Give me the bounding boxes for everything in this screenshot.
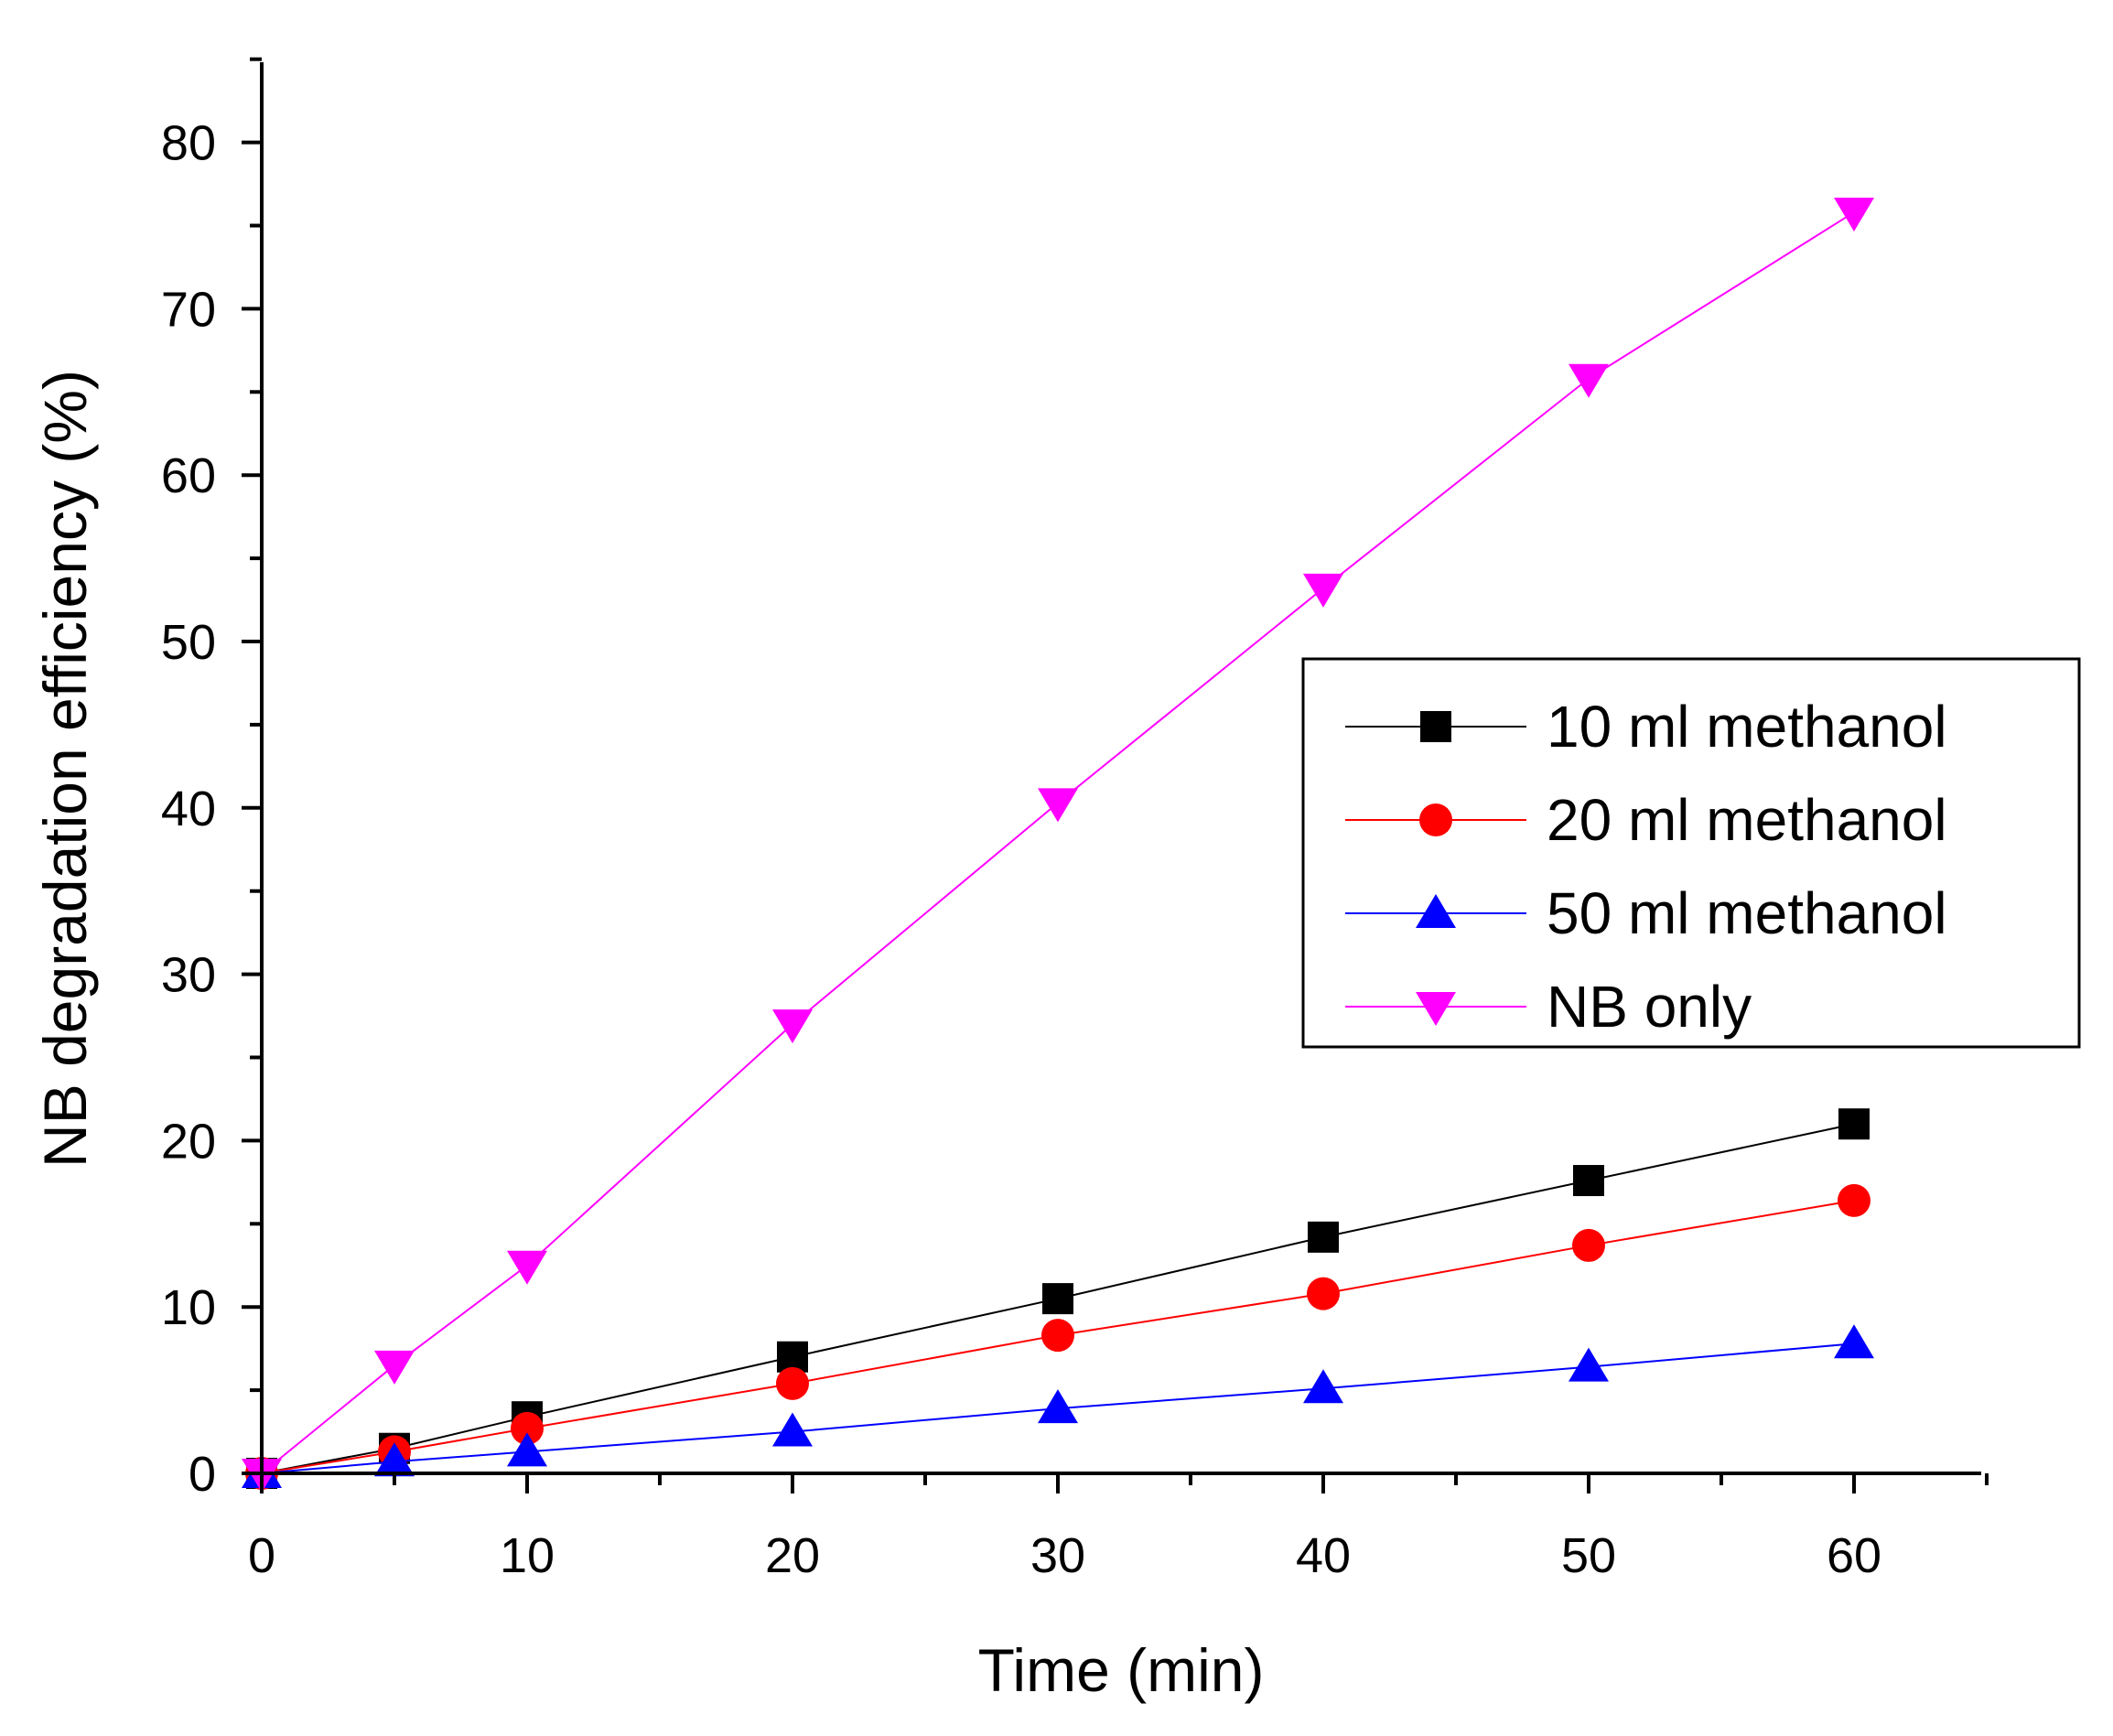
data-point — [1834, 197, 1874, 232]
legend-label: 20 ml methanol — [1547, 787, 1947, 853]
y-tick-label: 30 — [161, 948, 216, 1003]
legend: 10 ml methanol 20 ml methanol 50 ml methan… — [1301, 657, 2081, 1049]
series-line — [261, 1123, 1855, 1474]
data-point — [1038, 1389, 1078, 1424]
x-tick-label: 20 — [765, 1528, 820, 1583]
data-point — [1838, 1183, 1870, 1217]
data-point — [374, 1442, 415, 1477]
data-point — [1308, 1221, 1339, 1253]
data-point — [1038, 788, 1078, 823]
data-point — [1569, 1347, 1609, 1382]
data-point — [1042, 1283, 1073, 1315]
x-tick-label: 0 — [248, 1528, 275, 1583]
legend-marker — [1416, 992, 1456, 1026]
axes: 0 10 20 30 40 50 60 0 10 20 30 40 50 60 70 80 — [161, 57, 1989, 1583]
legend-label: 50 ml methanol — [1547, 880, 1947, 946]
series-20-ml-methanol — [245, 1183, 1870, 1490]
data-point — [772, 1009, 813, 1044]
data-point — [1041, 1319, 1074, 1353]
data-point — [1834, 1324, 1874, 1359]
legend-label: 10 ml methanol — [1547, 694, 1947, 760]
y-tick-label: 80 — [161, 116, 216, 171]
x-tick-label: 40 — [1296, 1528, 1351, 1583]
plot-area — [242, 197, 1874, 1493]
legend-item: 50 ml methanol — [1345, 880, 1947, 946]
x-axis-ticks: 0 10 20 30 40 50 60 — [248, 1473, 1989, 1583]
series-50-ml-methanol — [242, 1324, 1874, 1488]
data-point — [1573, 1165, 1604, 1197]
legend-marker — [1416, 894, 1456, 928]
series-line — [261, 1199, 1855, 1474]
y-axis-title: NB degradation efficiency (%) — [31, 370, 99, 1168]
data-point — [511, 1411, 544, 1445]
series-line — [261, 1342, 1855, 1474]
legend-item: 10 ml methanol — [1345, 694, 1947, 760]
data-point — [507, 1432, 547, 1467]
data-point — [1303, 573, 1343, 608]
data-point — [1838, 1108, 1870, 1140]
series-10-ml-methanol — [246, 1108, 1870, 1489]
legend-item: 20 ml methanol — [1345, 787, 1947, 853]
series-layer — [242, 197, 1874, 1493]
y-tick-label: 10 — [161, 1280, 216, 1335]
x-axis-title: Time (min) — [978, 1636, 1265, 1704]
legend-label: NB only — [1547, 974, 1752, 1040]
data-point — [1307, 1277, 1340, 1310]
data-point — [374, 1350, 415, 1385]
y-tick-label: 60 — [161, 448, 216, 503]
legend-marker — [1419, 803, 1452, 836]
data-point — [776, 1366, 809, 1400]
y-tick-label: 40 — [161, 782, 216, 836]
data-point — [1303, 1369, 1343, 1404]
y-tick-label: 50 — [161, 615, 216, 670]
x-tick-label: 10 — [500, 1528, 555, 1583]
y-tick-label: 0 — [189, 1447, 216, 1502]
y-axis-ticks: 0 10 20 30 40 50 60 70 80 — [161, 57, 262, 1502]
x-tick-label: 50 — [1561, 1528, 1616, 1583]
series-line — [261, 211, 1855, 1474]
legend-marker — [1420, 711, 1451, 742]
data-point — [1569, 363, 1609, 398]
data-point — [507, 1250, 547, 1285]
data-point — [1572, 1228, 1605, 1262]
data-point — [772, 1412, 813, 1447]
legend-entries: 10 ml methanol 20 ml methanol 50 ml methan… — [1345, 694, 1947, 1040]
x-tick-label: 60 — [1827, 1528, 1881, 1583]
x-tick-label: 30 — [1030, 1528, 1085, 1583]
legend-item: NB only — [1345, 974, 1752, 1040]
y-tick-label: 70 — [161, 282, 216, 337]
y-tick-label: 20 — [161, 1114, 216, 1169]
